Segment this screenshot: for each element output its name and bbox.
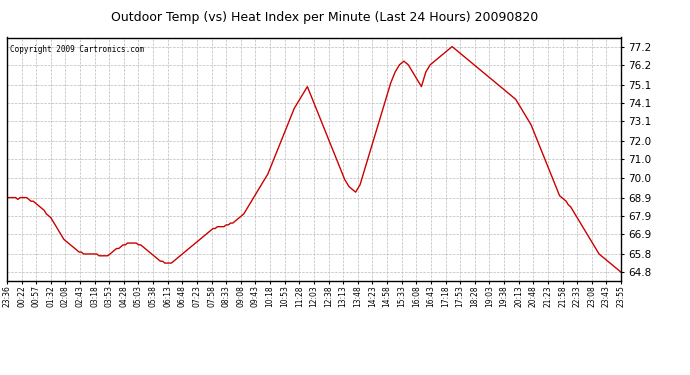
Text: Copyright 2009 Cartronics.com: Copyright 2009 Cartronics.com [10, 45, 144, 54]
Text: Outdoor Temp (vs) Heat Index per Minute (Last 24 Hours) 20090820: Outdoor Temp (vs) Heat Index per Minute … [110, 11, 538, 24]
